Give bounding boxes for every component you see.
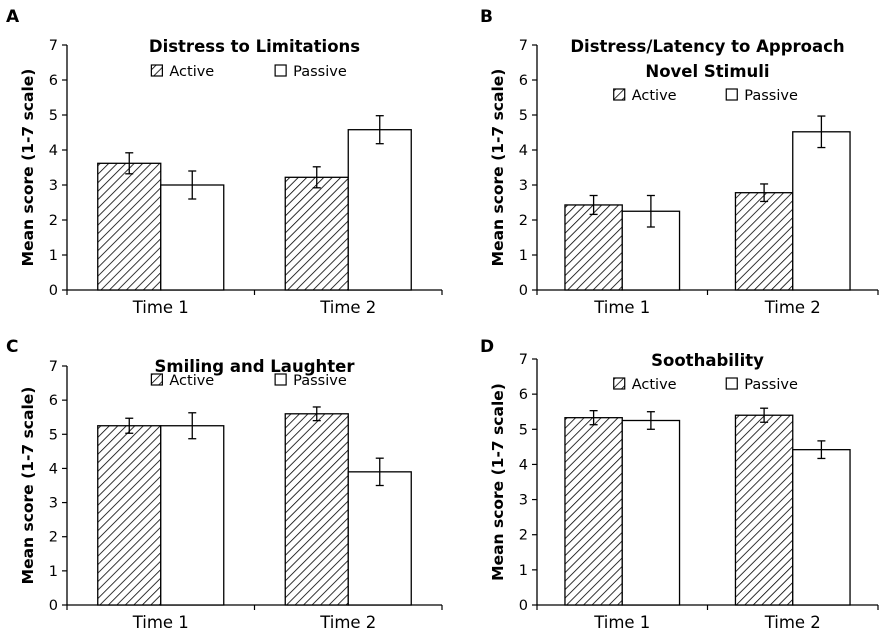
- y-tick-label: 1: [519, 563, 528, 579]
- y-axis-label: Mean score (1-7 scale): [19, 387, 37, 585]
- y-tick-label: 5: [49, 427, 58, 443]
- bar-active-time-2: [284, 176, 349, 291]
- legend-label: Passive: [744, 377, 798, 393]
- y-tick-label: 0: [519, 283, 528, 299]
- y-tick-label: 2: [49, 213, 58, 229]
- y-tick-label: 4: [519, 457, 528, 473]
- x-category-label: Time 2: [319, 613, 376, 632]
- x-category-label: Time 1: [132, 613, 189, 632]
- legend-label: Passive: [293, 373, 347, 389]
- y-tick-label: 7: [49, 359, 58, 375]
- x-category-label: Time 1: [132, 298, 189, 317]
- y-tick-label: 0: [49, 598, 58, 614]
- x-category-label: Time 2: [319, 298, 376, 317]
- y-tick-label: 1: [49, 564, 58, 580]
- chart-title: Distress to Limitations: [149, 37, 360, 56]
- y-tick-label: 4: [49, 143, 58, 159]
- y-tick-label: 3: [49, 496, 58, 512]
- y-tick-label: 5: [49, 108, 58, 124]
- panel-letter: B: [480, 7, 493, 27]
- chart-title: Distress/Latency to Approach: [570, 37, 844, 56]
- y-tick-label: 3: [519, 493, 528, 509]
- y-axis-label: Mean score (1-7 scale): [489, 383, 507, 581]
- bar-active-time-2: [734, 414, 794, 606]
- bar-active-time-1: [97, 425, 162, 606]
- legend-swatch-active: [150, 64, 163, 77]
- y-tick-label: 1: [519, 248, 528, 264]
- bar-active-time-2: [284, 413, 349, 606]
- bar-passive-time-1: [160, 184, 225, 291]
- y-tick-label: 3: [49, 178, 58, 194]
- chart-title: Novel Stimuli: [645, 62, 769, 81]
- y-tick-label: 7: [49, 38, 58, 54]
- legend-swatch-passive: [725, 377, 738, 390]
- y-tick-label: 7: [519, 352, 528, 368]
- y-tick-label: 0: [49, 283, 58, 299]
- y-tick-label: 1: [49, 248, 58, 264]
- y-axis-label: Mean score (1-7 scale): [19, 69, 37, 267]
- y-tick-label: 6: [49, 73, 58, 89]
- chart-panel-c: C Smiling and Laughter Mean score (1-7 sca…: [6, 337, 443, 632]
- y-tick-label: 7: [519, 38, 528, 54]
- y-tick-label: 5: [519, 108, 528, 124]
- bar-active-time-1: [564, 204, 623, 291]
- legend-label: Active: [169, 64, 214, 80]
- legend-label: Passive: [744, 88, 798, 104]
- y-tick-label: 2: [49, 530, 58, 546]
- chart-title: Smiling and Laughter: [155, 357, 356, 376]
- chart-panel-b: B Distress/Latency to Approach Novel Stimu…: [480, 7, 879, 317]
- y-tick-label: 6: [519, 387, 528, 403]
- bar-active-time-1: [97, 162, 162, 291]
- chart-panel-d: D Soothability Mean score (1-7 scale) 0 1 2 3 4…: [480, 337, 879, 632]
- chart-title: Soothability: [651, 351, 764, 370]
- y-axis-label: Mean score (1-7 scale): [489, 69, 507, 267]
- y-tick-label: 4: [49, 461, 58, 477]
- bar-passive-time-2: [347, 471, 412, 606]
- y-tick-label: 5: [519, 422, 528, 438]
- legend-swatch-passive: [725, 88, 738, 101]
- legend-swatch-active: [613, 377, 626, 390]
- y-tick-label: 6: [49, 393, 58, 409]
- legend-label: Active: [632, 88, 677, 104]
- x-category-label: Time 2: [764, 298, 821, 317]
- bar-passive-time-2: [792, 131, 851, 291]
- bar-passive-time-1: [160, 425, 225, 606]
- panel-letter: A: [6, 7, 20, 27]
- y-tick-label: 3: [519, 178, 528, 194]
- legend-label: Passive: [293, 64, 347, 80]
- legend-label: Active: [632, 377, 677, 393]
- y-tick-label: 4: [519, 143, 528, 159]
- panel-letter: C: [6, 337, 18, 357]
- y-tick-label: 2: [519, 213, 528, 229]
- bar-active-time-1: [564, 417, 623, 606]
- x-category-label: Time 1: [593, 298, 650, 317]
- y-tick-label: 6: [519, 73, 528, 89]
- chart-panel-a: A Distress to Limitations Mean score (1-7 …: [6, 7, 443, 317]
- legend-swatch-active: [613, 88, 626, 101]
- y-tick-label: 2: [519, 528, 528, 544]
- y-tick-label: 0: [519, 598, 528, 614]
- legend-swatch-active: [150, 373, 163, 386]
- bar-passive-time-2: [347, 129, 412, 291]
- legend-swatch-passive: [274, 373, 287, 386]
- x-category-label: Time 2: [764, 613, 821, 632]
- legend-swatch-passive: [274, 64, 287, 77]
- bar-passive-time-1: [621, 419, 681, 606]
- x-category-label: Time 1: [593, 613, 650, 632]
- bar-active-time-2: [734, 192, 794, 291]
- legend-label: Active: [169, 373, 214, 389]
- bar-passive-time-2: [792, 449, 851, 606]
- panel-letter: D: [480, 337, 494, 357]
